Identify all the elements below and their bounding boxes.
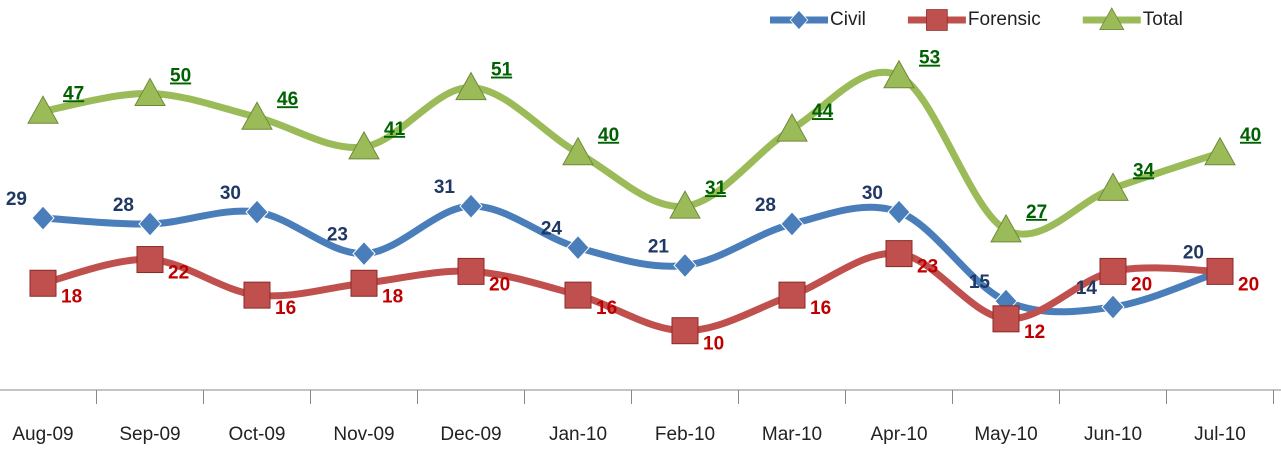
data-label: 31	[434, 177, 456, 198]
data-label: 47	[63, 83, 84, 104]
data-label: 34	[1133, 160, 1155, 181]
data-label: 18	[61, 286, 82, 307]
x-tick-label: Feb-10	[655, 424, 715, 445]
data-label: 46	[277, 89, 298, 110]
marker	[241, 101, 273, 130]
marker	[455, 71, 487, 101]
marker	[671, 317, 699, 345]
data-label: 51	[491, 60, 513, 81]
x-tick-label: Jan-10	[549, 424, 607, 445]
data-label: 22	[168, 263, 189, 284]
marker	[562, 136, 594, 166]
legend-label: Forensic	[968, 9, 1041, 30]
marker	[1101, 294, 1125, 320]
data-label: 31	[705, 178, 727, 199]
data-label: 12	[1024, 322, 1045, 343]
data-label: 29	[6, 189, 27, 210]
marker	[138, 211, 162, 237]
data-label: 23	[327, 225, 348, 246]
marker	[459, 193, 483, 219]
data-label: 50	[170, 66, 191, 87]
marker	[669, 190, 701, 219]
marker	[1206, 257, 1234, 285]
x-tick-label: Dec-09	[440, 424, 501, 445]
marker	[134, 77, 166, 106]
marker	[564, 281, 592, 309]
marker	[990, 213, 1022, 243]
data-label: 27	[1026, 202, 1047, 223]
data-label: 15	[969, 272, 991, 293]
x-tick-label: Oct-09	[228, 424, 285, 445]
data-label: 40	[1240, 125, 1261, 146]
data-label: 21	[648, 236, 670, 257]
data-label: 28	[755, 195, 776, 216]
data-label: 28	[113, 195, 134, 216]
x-tick-label: Mar-10	[762, 424, 822, 445]
data-label: 20	[1238, 274, 1259, 295]
data-label: 18	[382, 286, 403, 307]
legend-marker	[789, 9, 809, 31]
data-label: 16	[275, 298, 296, 319]
marker	[31, 205, 55, 231]
marker	[1099, 257, 1127, 285]
data-label: 30	[220, 183, 241, 204]
legend-marker	[926, 9, 948, 31]
marker	[883, 59, 915, 89]
data-label: 24	[541, 219, 563, 240]
marker	[673, 252, 697, 279]
data-label: 53	[919, 48, 940, 69]
marker	[27, 95, 59, 124]
x-tick-label: Aug-09	[12, 424, 73, 445]
data-label: 16	[596, 298, 617, 319]
x-tick-label: Jul-10	[1194, 424, 1246, 445]
marker	[887, 199, 911, 225]
marker	[992, 305, 1020, 333]
data-label: 10	[703, 334, 724, 355]
legend-label: Civil	[830, 9, 866, 30]
marker	[780, 211, 804, 237]
data-label: 23	[917, 257, 938, 278]
data-label: 44	[812, 101, 834, 122]
marker	[245, 199, 269, 225]
data-label: 30	[862, 183, 883, 204]
data-label: 16	[810, 298, 831, 319]
data-label: 41	[384, 119, 406, 140]
marker	[1204, 136, 1236, 166]
data-label: 20	[1183, 242, 1204, 263]
marker	[776, 113, 808, 142]
data-label: 20	[1131, 274, 1152, 295]
x-tick-label: May-10	[974, 424, 1037, 445]
marker	[457, 257, 485, 285]
x-tick-label: Sep-09	[119, 424, 180, 445]
marker	[29, 269, 57, 297]
legend-label: Total	[1143, 9, 1183, 30]
marker	[1097, 172, 1129, 201]
marker	[348, 130, 380, 160]
legend-marker	[1099, 7, 1125, 31]
marker	[352, 240, 376, 267]
x-tick-label: Nov-09	[333, 424, 394, 445]
marker	[243, 281, 271, 309]
x-tick-label: Jun-10	[1084, 424, 1142, 445]
data-label: 20	[489, 274, 510, 295]
marker	[885, 240, 913, 268]
marker	[566, 234, 590, 261]
x-tick-label: Apr-10	[870, 424, 927, 445]
data-label: 14	[1076, 278, 1098, 299]
marker	[350, 269, 378, 297]
marker	[136, 246, 164, 274]
marker	[778, 281, 806, 309]
data-label: 40	[598, 125, 619, 146]
